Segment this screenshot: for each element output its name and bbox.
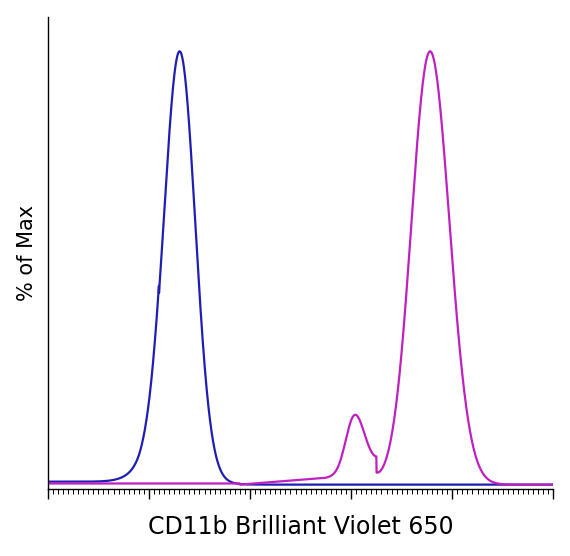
Y-axis label: % of Max: % of Max: [17, 205, 36, 301]
X-axis label: CD11b Brilliant Violet 650: CD11b Brilliant Violet 650: [148, 515, 453, 539]
